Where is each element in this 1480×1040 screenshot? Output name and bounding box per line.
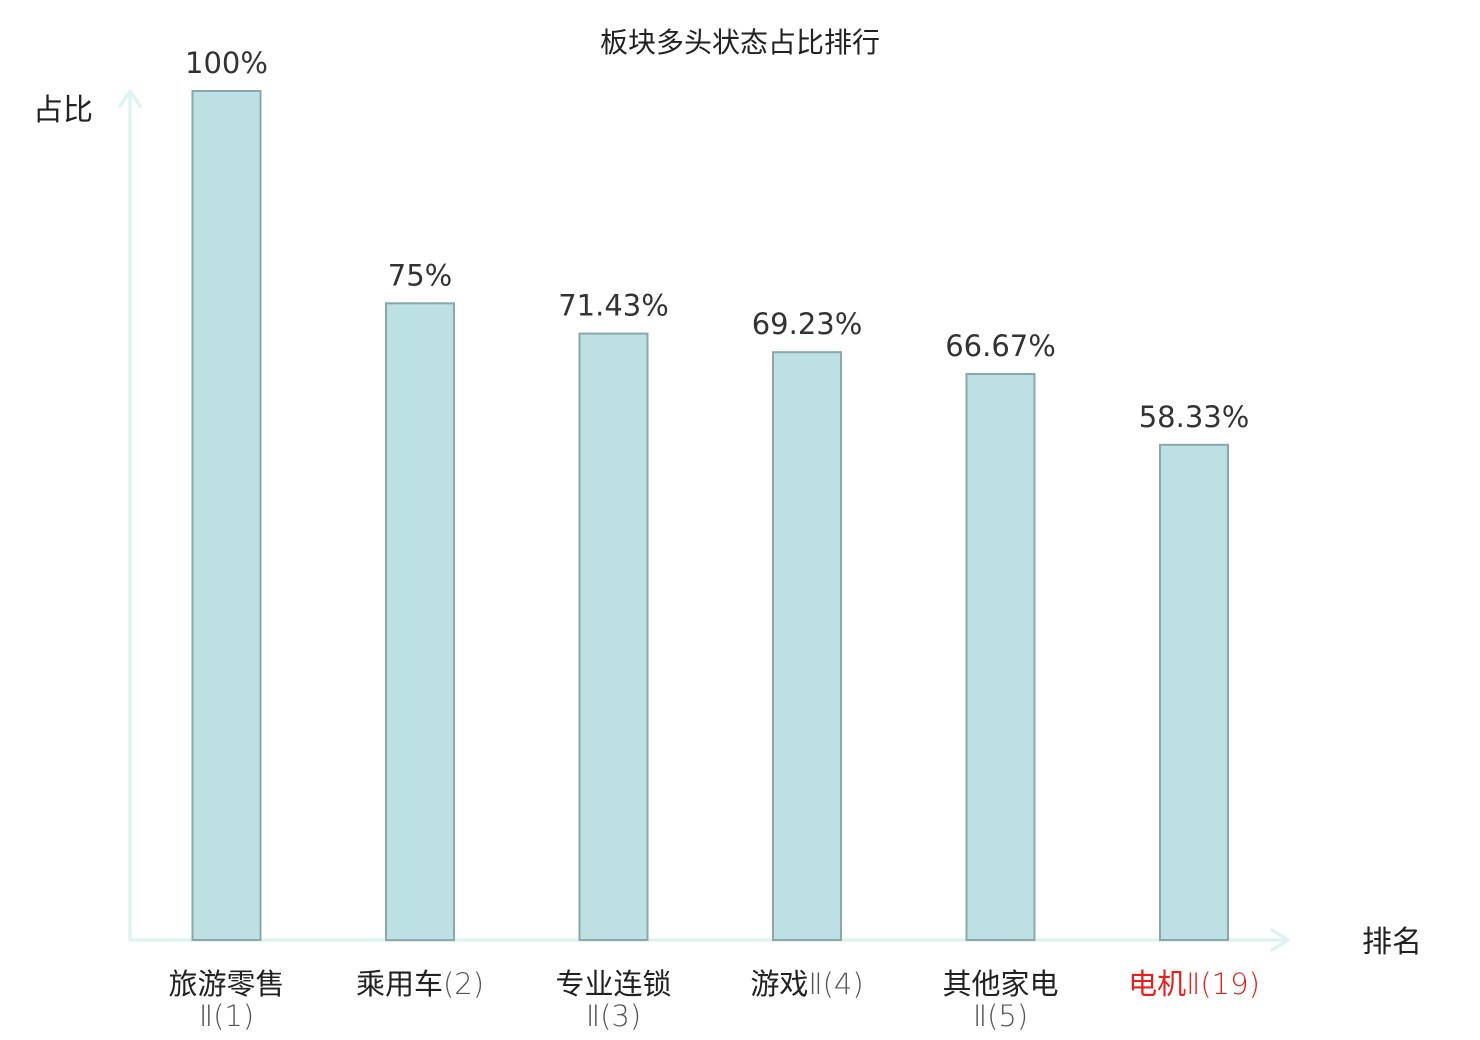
category-label-1: 旅游零售 Ⅱ(1) xyxy=(168,967,284,1033)
bar-1 xyxy=(191,90,262,941)
category-label-3: 专业连锁 Ⅱ(3) xyxy=(555,967,671,1033)
x-axis-arrow-icon xyxy=(1270,928,1290,952)
bars-group xyxy=(191,90,1229,942)
value-labels-group: 100% 75% 71.43% 69.23% 66.67% 58.33% xyxy=(185,46,1249,434)
bar-5 xyxy=(965,373,1036,941)
bar-3 xyxy=(578,332,649,942)
category-rank: Ⅱ(4) xyxy=(808,967,863,1001)
category-name: 其他家电 xyxy=(942,967,1058,1001)
bar-4 xyxy=(772,351,842,941)
chart-title: 板块多头状态占比排行 xyxy=(600,26,880,59)
category-rank: Ⅱ(1) xyxy=(199,999,254,1033)
value-label-3: 71.43% xyxy=(558,289,669,323)
category-rank: Ⅱ(19) xyxy=(1186,967,1260,1001)
category-label-4: 游戏Ⅱ(4) xyxy=(750,967,863,1001)
category-name: 乘用车 xyxy=(356,967,443,1001)
y-axis-label: 占比 xyxy=(33,93,93,128)
category-name: 游戏 xyxy=(750,967,808,1001)
axes xyxy=(118,89,1290,952)
category-label-6: 电机Ⅱ(19) xyxy=(1128,967,1260,1001)
category-rank: (2) xyxy=(443,967,484,1001)
category-name: 专业连锁 xyxy=(555,967,671,1001)
category-name: 旅游零售 xyxy=(168,967,284,1001)
category-labels-group: 旅游零售 Ⅱ(1)乘用车(2) 专业连锁 Ⅱ(3)游戏Ⅱ(4) 其他家电 Ⅱ(5)电机Ⅱ(… xyxy=(168,967,1259,1033)
y-axis-arrow-icon xyxy=(118,89,142,108)
category-rank: Ⅱ(3) xyxy=(586,999,641,1033)
value-label-4: 69.23% xyxy=(752,307,863,341)
category-name: 电机 xyxy=(1128,967,1186,1001)
value-label-1: 100% xyxy=(185,46,268,80)
value-label-5: 66.67% xyxy=(945,329,1056,363)
category-label-5: 其他家电 Ⅱ(5) xyxy=(942,967,1058,1033)
category-label-2: 乘用车(2) xyxy=(356,967,484,1001)
bar-6 xyxy=(1159,443,1229,941)
bar-2 xyxy=(385,302,455,942)
x-axis-label: 排名 xyxy=(1362,925,1422,960)
value-label-2: 75% xyxy=(388,258,452,292)
value-label-6: 58.33% xyxy=(1139,400,1250,434)
category-rank: Ⅱ(5) xyxy=(973,999,1028,1033)
